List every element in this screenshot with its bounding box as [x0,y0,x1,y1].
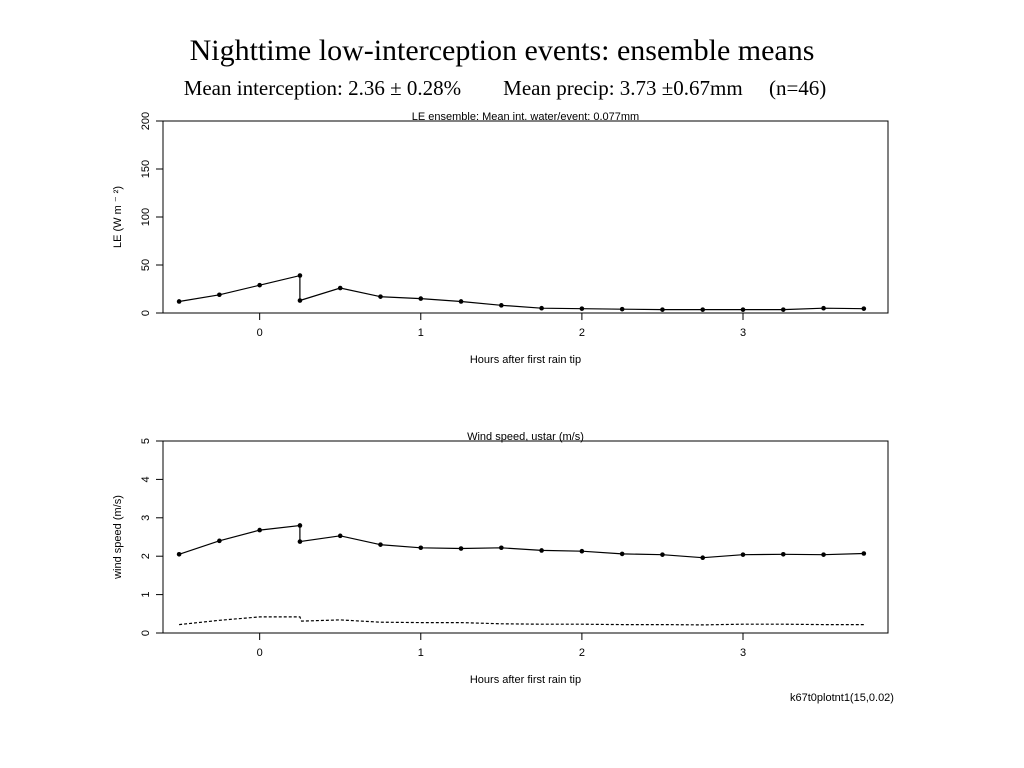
chart2-series-1-point [619,551,625,557]
chart2-series-1-point [821,552,826,557]
chart1-y-tick-label: 0 [140,310,152,316]
chart2-series-1-point [418,545,424,551]
chart1-series-1-point [700,307,706,312]
chart1-plot-frame [162,120,889,314]
footer-code: k67t0plotnt1(15,0.02) [790,692,894,704]
chart1-x-axis-label: Hours after first rain tip [470,354,581,366]
chart1-title: LE ensemble: Mean int. water/event: 0.07… [412,111,639,123]
chart1-series-1-point [176,299,182,304]
chart2-series-1-point [780,551,786,557]
chart1-y-axis-label: LE (W m ⁻ ²) [112,186,124,248]
chart1-y-tick-label: 150 [140,160,152,178]
chart2-series-1-point [700,555,706,561]
chart2-series-1-point [499,545,504,551]
chart2-y-tick-label: 2 [140,553,152,559]
chart2-series-1-point [458,546,464,551]
chart2-plot-frame [162,440,889,634]
chart2-y-tick-label: 3 [140,515,152,521]
chart1-y-tick-label: 200 [140,112,152,130]
chart2-x-axis-label: Hours after first rain tip [470,674,581,686]
chart2-series-1-line [178,524,864,559]
chart1-series-1-point [337,285,343,291]
subtitle-interception: Mean interception: 2.36 ± 0.28% [183,76,462,100]
chart1-y-tick-label: 100 [140,208,152,226]
chart2-y-axis-label: wind speed (m/s) [112,495,124,580]
chart1-series-1-point [418,296,424,301]
chart1-series-1-point [539,305,544,311]
chart2-y-tick-label: 5 [140,438,152,444]
chart2-y-tick-label: 0 [140,630,152,636]
chart2-x-tick-label: 3 [740,647,746,659]
chart2-series-1-point [297,539,303,544]
chart1-group: LE ensemble: Mean int. water/event: 0.07… [112,111,889,366]
chart1-series-1-point [780,307,786,312]
chart2-y-tick-label: 1 [140,592,152,598]
chart1-series-1-point [297,298,303,303]
chart2-title: Wind speed, ustar (m/s) [467,431,584,443]
chart1-series-1-point [458,299,464,304]
chart2-y-tick-label: 4 [140,476,152,482]
chart1-series-1-point [297,273,303,278]
chart1-series-1-point [861,306,867,311]
chart1-x-tick-label: 2 [579,327,585,339]
chart2-series-1-point [176,551,182,557]
chart1-x-tick-label: 1 [418,327,424,339]
slide-subtitle: Mean interception: 2.36 ± 0.28% Mean pre… [0,76,1010,101]
chart1-series-1-point [378,294,383,299]
subtitle-precip: Mean precip: 3.73 ±0.67mm [503,76,743,100]
chart1-x-tick-label: 3 [740,327,746,339]
chart2-series-2-line [179,616,864,626]
chart2-series-1-point [660,552,665,557]
chart2-x-tick-label: 0 [257,647,263,659]
chart2-group: Wind speed, ustar (m/s) 0 1 2 3 0 1 2 3 4 5 Hours a… [112,431,889,686]
chart1-series-1-point [579,306,585,311]
chart2-series-1-point [539,548,544,553]
subtitle-count: (n=46) [768,76,827,100]
chart2-series-1-point [257,527,262,533]
chart2-series-1-point [579,548,585,554]
chart2-series-1-point [297,523,303,528]
chart2-series-1-point [217,538,222,544]
slide-title: Nighttime low-interception events: ensem… [189,34,815,67]
chart1-series-1-point [499,303,504,308]
chart2-x-tick-label: 2 [579,647,585,659]
chart1-series-1-point [660,307,665,312]
chart2-series-1-point [378,542,383,547]
chart1-x-tick-label: 0 [257,327,263,339]
chart2-series-1-point [740,552,746,557]
chart1-y-tick-label: 50 [140,259,152,271]
chart1-series-1-point [619,306,625,312]
chart2-series-1-point [861,551,867,556]
chart1-series-1-point [217,292,222,298]
chart1-series-1-line [179,274,864,311]
chart2-series-1-point [337,533,343,539]
chart1-series-1-point [257,282,262,288]
chart2-x-tick-label: 1 [418,647,424,659]
chart1-series-1-point [821,305,826,311]
chart1-series-1-point [740,307,746,312]
